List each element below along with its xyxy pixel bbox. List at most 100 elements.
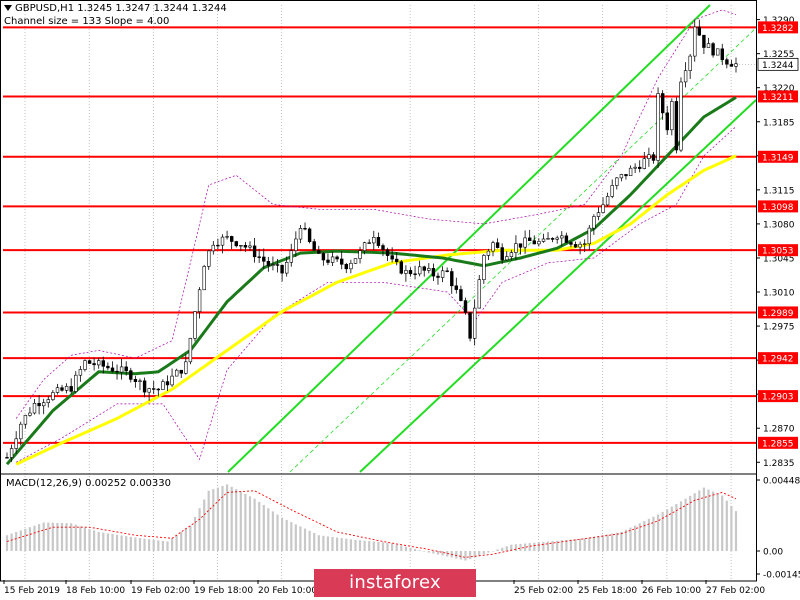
candle-body [381, 245, 385, 250]
macd-bar [734, 511, 738, 551]
level-tag-bg [758, 306, 798, 319]
candle-body [303, 228, 307, 230]
macd-bar [88, 529, 91, 551]
candle-body [307, 228, 312, 242]
candle-body [83, 360, 87, 370]
time-tick-label: 19 Feb 02:00 [131, 586, 190, 596]
macd-bar [308, 530, 311, 551]
candle-body [482, 255, 486, 280]
candle-body [660, 93, 665, 114]
macd-bar [368, 541, 371, 551]
macd-bar [574, 539, 577, 551]
macd-bar [358, 540, 362, 551]
macd-bar [611, 533, 614, 551]
macd-bar [418, 550, 421, 551]
candle-body [527, 237, 532, 241]
symbol-header: GBPUSD,H1 1.3245 1.3247 1.3244 1.3244 [4, 3, 227, 14]
candle-body [115, 370, 119, 373]
candle-body [28, 412, 32, 416]
candle-body [582, 243, 587, 245]
time-axis-ticks: 15 Feb 2019 18 Feb 10:00 19 Feb 02:00 19 Fe… [3, 580, 765, 596]
candle-body [129, 370, 133, 380]
watermark-logo: instaforex [314, 569, 476, 597]
ma-slow-line [15, 154, 737, 466]
macd-bar [583, 538, 586, 551]
candle-body [656, 93, 660, 161]
candle-body [693, 26, 697, 57]
candle-body [670, 101, 674, 131]
macd-bar [65, 523, 68, 551]
candle-body [436, 275, 440, 278]
macd-bar [514, 544, 517, 551]
candle-body [197, 289, 202, 312]
candle-body [175, 369, 179, 377]
candle-body [399, 261, 403, 274]
macd-bar [120, 535, 123, 552]
macd-bar [33, 525, 36, 552]
macd-bar [285, 519, 288, 551]
macd-bar [620, 532, 623, 551]
macd-bar [546, 541, 550, 551]
candle-body [518, 243, 523, 248]
macd-bar [707, 489, 710, 551]
level-tag-bg [758, 21, 798, 34]
macd-bar [629, 527, 632, 551]
candle-body [294, 238, 298, 251]
macd-bar [207, 490, 210, 551]
regression-channel [227, 4, 757, 473]
candle-body [715, 48, 720, 56]
time-tick-label: 18 Feb 10:00 [66, 586, 125, 596]
macd-bar [74, 524, 77, 551]
candle-body [234, 241, 238, 247]
macd-bar [565, 539, 568, 551]
macd-bar [349, 539, 352, 551]
candle-body [64, 386, 69, 391]
macd-bar [601, 535, 605, 552]
macd-bar [56, 522, 59, 551]
macd-bar [730, 505, 733, 551]
candle-body [326, 259, 330, 263]
price-tick-label: 1.3290 [763, 16, 795, 26]
candle-body [573, 244, 578, 248]
macd-bar [24, 528, 27, 551]
candle-body [133, 378, 138, 382]
candle-body [344, 263, 348, 270]
macd-bar [597, 536, 600, 552]
macd-bar [455, 551, 458, 559]
level-tag: 1.2942 [762, 355, 794, 365]
candle-body [472, 307, 477, 339]
level-tag: 1.2903 [762, 393, 794, 403]
price-tick-label: 1.3045 [763, 254, 795, 264]
candle-body [9, 448, 14, 458]
candle-body [110, 367, 115, 372]
macd-bar [79, 526, 82, 551]
macd-bar [670, 506, 673, 551]
macd-bar [345, 538, 348, 551]
candle-body [592, 216, 596, 229]
candle-body [642, 158, 647, 169]
level-tag: 1.3211 [762, 93, 794, 103]
macd-bar [322, 535, 325, 552]
envelope-lower [16, 126, 737, 463]
price-candles [5, 19, 738, 462]
macd-bar [60, 523, 64, 551]
macd-bar [363, 540, 366, 551]
macd-bar [129, 536, 132, 551]
candle-body [605, 196, 610, 206]
macd-bar [537, 542, 540, 551]
dropdown-triangle-icon[interactable] [4, 5, 12, 11]
candle-body [417, 266, 422, 275]
macd-bar [684, 498, 687, 551]
macd-bar [372, 541, 375, 551]
macd-bar [331, 536, 334, 551]
candle-body [248, 245, 252, 248]
candle-body [119, 366, 124, 373]
macd-bar [51, 522, 54, 551]
time-tick-label: 25 Feb 02:00 [514, 586, 573, 596]
candle-body [358, 250, 362, 259]
macd-bar [276, 514, 279, 552]
macd-bar [198, 508, 201, 551]
macd-bar [505, 546, 508, 552]
candle-body [601, 204, 605, 213]
